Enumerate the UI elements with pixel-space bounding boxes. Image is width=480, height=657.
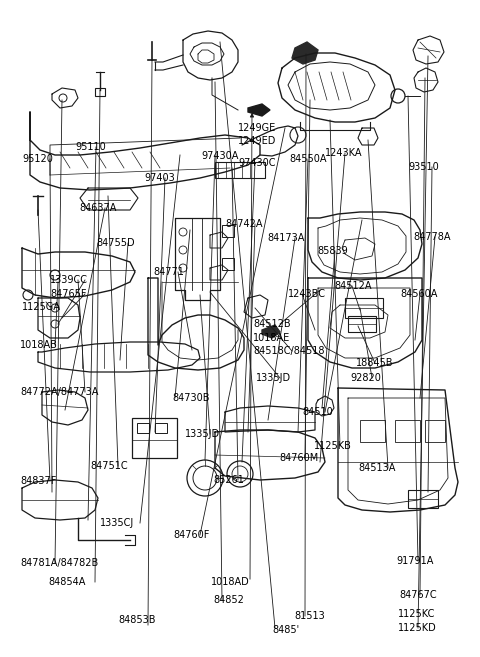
- Polygon shape: [292, 42, 318, 64]
- Text: 84771: 84771: [153, 267, 184, 277]
- Text: 84854A: 84854A: [48, 577, 85, 587]
- Text: 93510: 93510: [408, 162, 439, 172]
- Text: 84772A/84773A: 84772A/84773A: [20, 387, 98, 397]
- Text: 84173A: 84173A: [267, 233, 304, 243]
- Text: 1249ED: 1249ED: [238, 136, 276, 146]
- Text: 84512A: 84512A: [334, 281, 372, 291]
- Bar: [345, 298, 383, 318]
- Text: 95110: 95110: [75, 142, 106, 152]
- Bar: [155, 423, 167, 433]
- Text: 1018AD: 1018AD: [211, 577, 250, 587]
- Text: 97430A: 97430A: [201, 151, 239, 161]
- Text: 84760F: 84760F: [173, 530, 209, 540]
- Text: 84513A: 84513A: [358, 463, 396, 473]
- Text: 1125KD: 1125KD: [398, 623, 437, 633]
- Text: 97430C: 97430C: [238, 158, 276, 168]
- Text: 84778A: 84778A: [413, 232, 451, 242]
- Text: 84760M: 84760M: [279, 453, 318, 463]
- Text: 84512B: 84512B: [253, 319, 290, 329]
- Text: 84637A: 84637A: [79, 203, 116, 213]
- Text: 1125KC: 1125KC: [398, 609, 435, 619]
- Text: 1249GE: 1249GE: [238, 123, 276, 133]
- Text: 84837F: 84837F: [20, 476, 56, 486]
- Text: 84852: 84852: [213, 595, 244, 605]
- Text: 84755D: 84755D: [96, 238, 134, 248]
- Text: 1335JD: 1335JD: [185, 429, 220, 439]
- Text: 84765F: 84765F: [50, 289, 86, 299]
- Bar: [215, 162, 265, 178]
- Text: 91791A: 91791A: [396, 556, 433, 566]
- Text: 1125GA: 1125GA: [22, 302, 61, 312]
- Text: 97403: 97403: [144, 173, 175, 183]
- Text: 84518C/84518: 84518C/84518: [253, 346, 324, 356]
- Text: 92820: 92820: [350, 373, 381, 383]
- Text: 95120: 95120: [22, 154, 53, 164]
- Text: 84751C: 84751C: [90, 461, 128, 471]
- Bar: [360, 420, 385, 442]
- Polygon shape: [262, 325, 280, 338]
- Bar: [95, 88, 105, 96]
- Text: 18845B: 18845B: [356, 358, 394, 368]
- Bar: [395, 420, 420, 442]
- Text: 81513: 81513: [294, 611, 325, 621]
- Text: 1018AB: 1018AB: [20, 340, 58, 350]
- Text: 84510: 84510: [302, 407, 333, 417]
- Text: 1018AE: 1018AE: [253, 333, 290, 343]
- Text: 1243KA: 1243KA: [325, 148, 362, 158]
- Text: 84730B: 84730B: [172, 393, 209, 403]
- Text: 1335JD: 1335JD: [256, 373, 291, 383]
- Bar: [132, 418, 177, 458]
- Text: 1339CC: 1339CC: [50, 275, 88, 285]
- Text: 1335CJ: 1335CJ: [100, 518, 134, 528]
- Text: 84742A: 84742A: [225, 219, 263, 229]
- Bar: [222, 225, 234, 237]
- Text: 84560A: 84560A: [400, 289, 437, 299]
- Bar: [348, 316, 376, 332]
- Text: 85261: 85261: [213, 475, 244, 485]
- Polygon shape: [248, 104, 270, 116]
- Text: 84781A/84782B: 84781A/84782B: [20, 558, 98, 568]
- Bar: [425, 420, 445, 442]
- Bar: [222, 258, 234, 270]
- Text: 85839: 85839: [317, 246, 348, 256]
- Text: 1243BC: 1243BC: [288, 289, 326, 299]
- Bar: [408, 490, 438, 508]
- Text: 8485': 8485': [272, 625, 299, 635]
- Text: 1125KB: 1125KB: [314, 441, 352, 451]
- Text: 84853B: 84853B: [118, 615, 156, 625]
- Text: 84767C: 84767C: [399, 590, 437, 600]
- Text: 84550A: 84550A: [289, 154, 326, 164]
- Bar: [137, 423, 149, 433]
